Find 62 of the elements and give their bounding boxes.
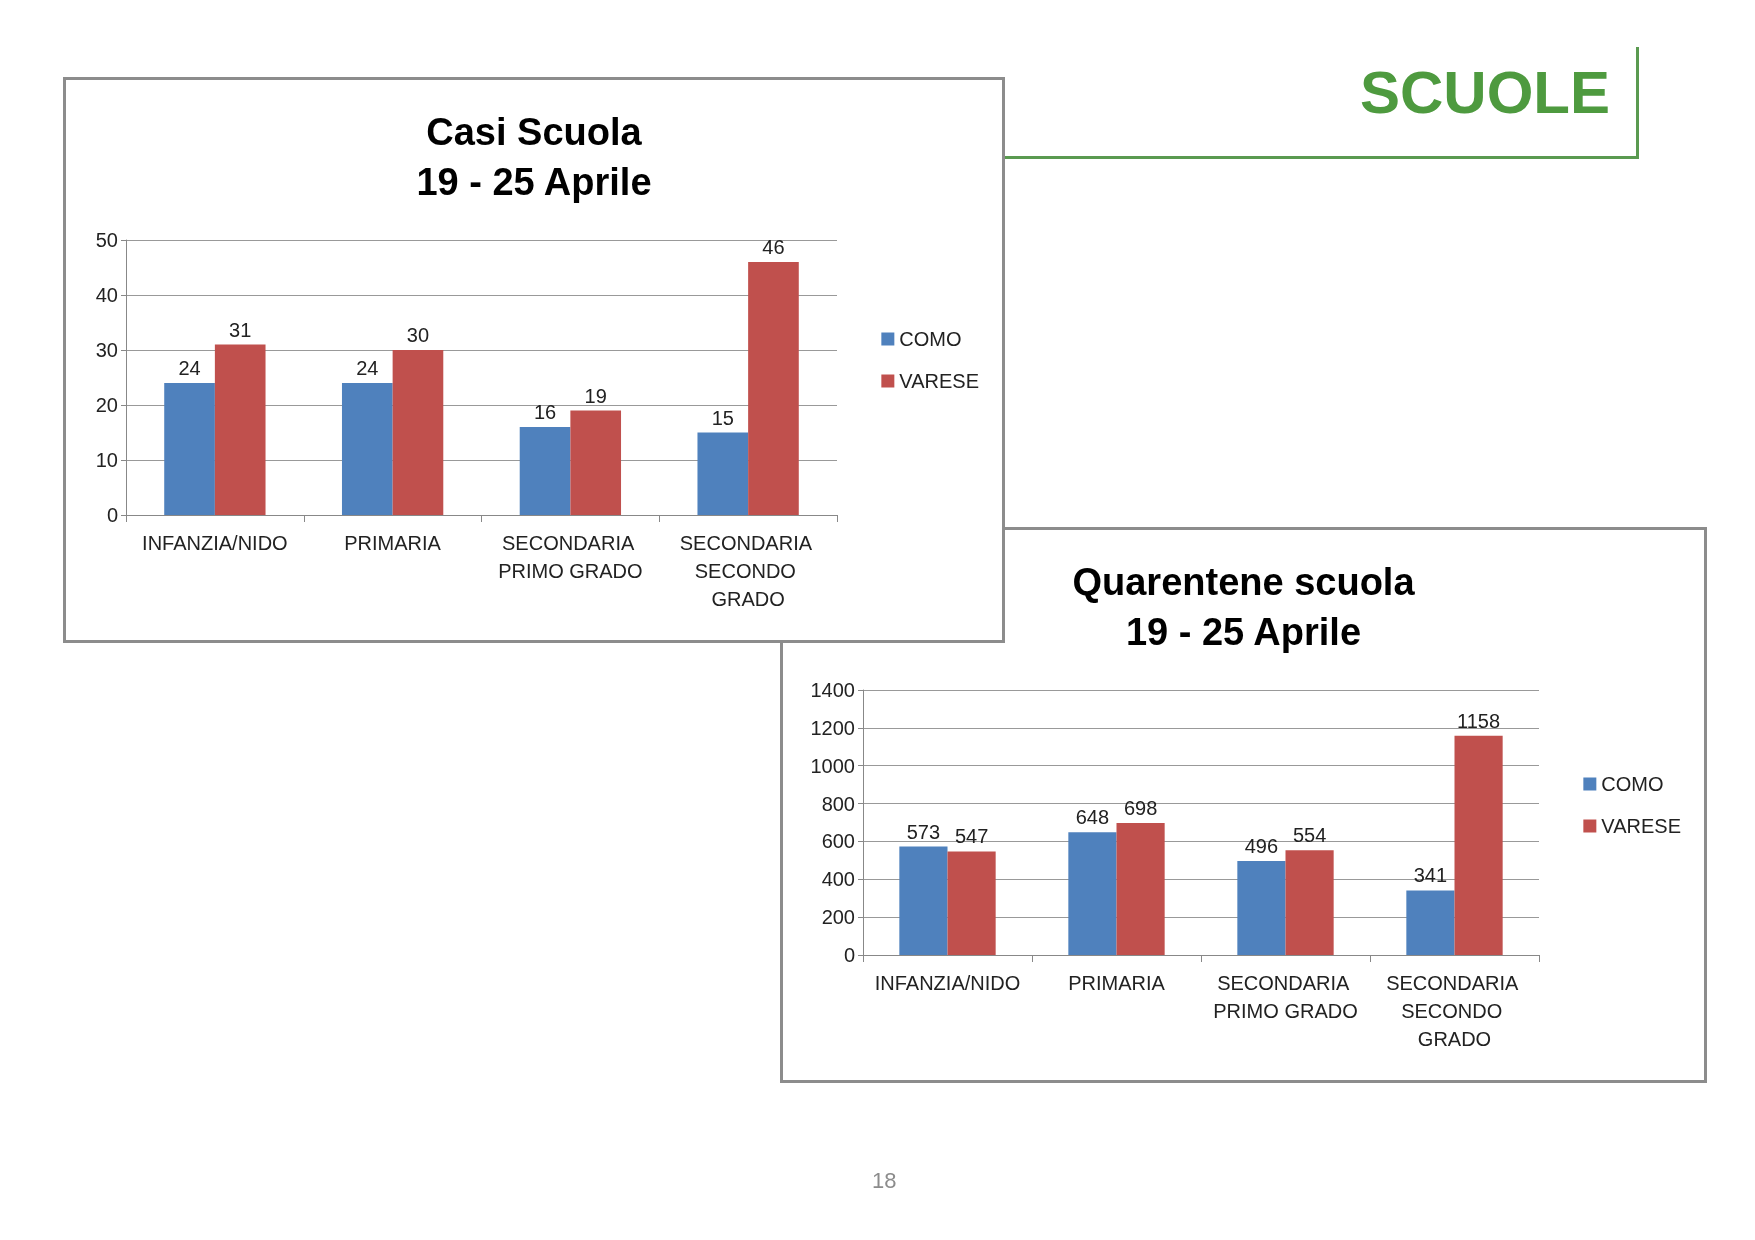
text: 18 (872, 1168, 897, 1194)
data-label: 648 (1075, 806, 1110, 829)
y-tick-label: 800 (821, 792, 855, 815)
bar (697, 432, 749, 515)
bar (899, 846, 948, 955)
bar (1237, 861, 1286, 955)
data-label: 496 (1244, 835, 1279, 858)
bar (214, 344, 266, 515)
bar (392, 350, 444, 515)
legend-label: VARESE (899, 370, 980, 392)
bar (1406, 890, 1455, 955)
x-tick-label: PRIMARIA (344, 532, 442, 554)
bar (164, 383, 215, 515)
y-tick-label: 50 (95, 229, 118, 251)
legend-label: COMO (1601, 773, 1664, 795)
bar (1454, 735, 1503, 955)
y-tick-label: 20 (95, 394, 118, 416)
y-tick-label: 0 (843, 944, 855, 966)
bar (947, 851, 996, 955)
chart-title: Quarentene scuola 19 - 25 Aprile (1072, 561, 1416, 653)
y-tick-label: 0 (106, 504, 118, 526)
bar (570, 410, 622, 515)
y-tick-label: 10 (95, 449, 118, 471)
x-tick-label: INFANZIA/NIDO (142, 532, 288, 554)
x-tick-label: SECONDARIA SECONDO GRADO (1386, 972, 1523, 1050)
y-tick-label: 1400 (810, 679, 855, 701)
data-label: 15 (711, 406, 734, 429)
data-label: 573 (906, 820, 941, 843)
data-label: 19 (584, 384, 607, 407)
data-label: 547 (954, 825, 989, 848)
y-tick-label: 40 (95, 284, 118, 306)
x-tick-label: PRIMARIA (1068, 972, 1166, 994)
legend-label: COMO (899, 328, 962, 350)
bar (341, 383, 393, 515)
data-label: 554 (1292, 824, 1327, 847)
x-tick-label: INFANZIA/NIDO (874, 972, 1021, 994)
text: SCUOLE (1360, 58, 1611, 127)
bar (519, 427, 571, 515)
chart-title: Casi Scuola 19 - 25 Aprile (416, 111, 652, 203)
y-tick-label: 1000 (810, 754, 855, 777)
data-label: 16 (533, 401, 557, 423)
data-label: 30 (406, 324, 430, 346)
legend-label: VARESE (1601, 815, 1682, 837)
y-tick-label: 1200 (810, 716, 855, 739)
bar (748, 262, 799, 515)
x-tick-label: SECONDARIA SECONDO GRADO (679, 532, 817, 610)
y-tick-label: 400 (821, 868, 855, 891)
x-tick-label: SECONDARIA PRIMO GRADO (498, 532, 643, 582)
data-label: 24 (356, 357, 379, 379)
y-tick-label: 200 (821, 906, 855, 929)
bar (1068, 832, 1117, 955)
data-label: 31 (229, 318, 252, 341)
x-tick-label: SECONDARIA PRIMO GRADO (1213, 972, 1358, 1022)
bar (1116, 822, 1165, 955)
bar (1285, 850, 1334, 955)
y-tick-label: 600 (821, 830, 855, 853)
data-label: 341 (1413, 864, 1448, 887)
data-label: 46 (762, 236, 785, 258)
y-tick-label: 30 (95, 339, 118, 361)
data-label: 1158 (1457, 709, 1501, 732)
data-label: 698 (1123, 796, 1158, 819)
data-label: 24 (178, 357, 201, 379)
